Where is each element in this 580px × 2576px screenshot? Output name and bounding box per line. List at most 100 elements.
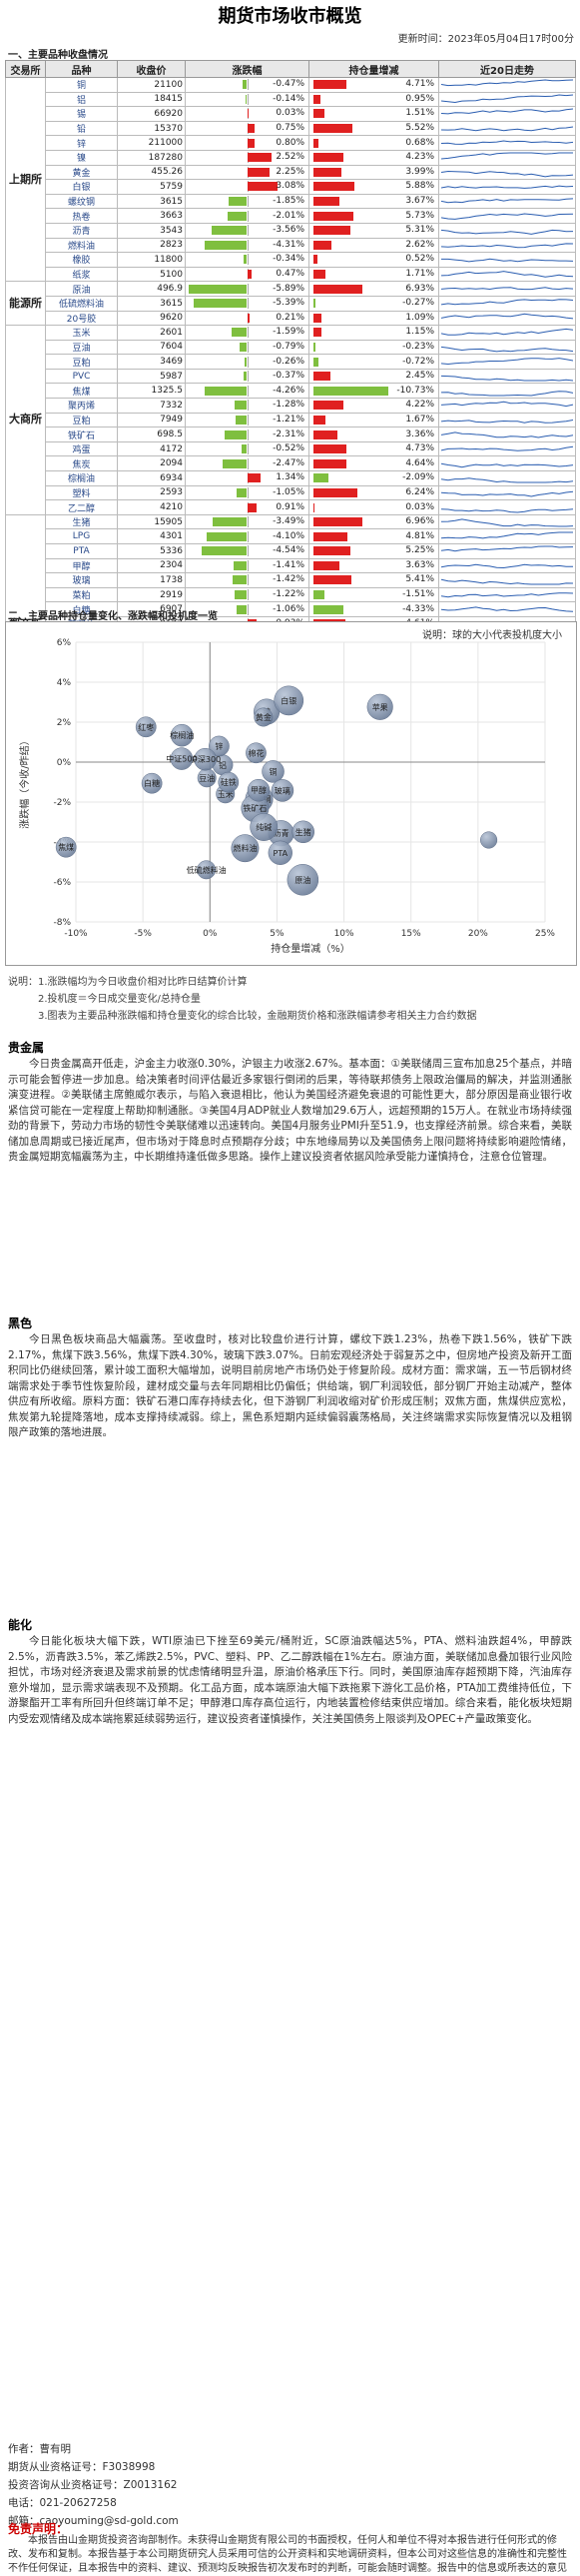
- y-tick-label: 2%: [57, 718, 72, 728]
- bubble-label: 棕榈油: [170, 730, 194, 740]
- table-row: 沥青 3543 -3.56% 5.31%: [6, 222, 576, 239]
- product-name-cell[interactable]: 铝: [45, 91, 118, 108]
- oi-change-value: 2.62%: [405, 239, 434, 250]
- product-name-cell[interactable]: 鸡蛋: [45, 440, 118, 457]
- change-value: 3.08%: [276, 181, 304, 192]
- change-bar: -1.05%: [188, 486, 306, 498]
- oi-change-cell: 6.96%: [308, 513, 439, 530]
- oi-change-bar: 1.09%: [311, 313, 436, 324]
- oi-change-bar: 1.51%: [311, 108, 436, 119]
- close-price-cell: 4301: [117, 528, 186, 544]
- product-name-cell[interactable]: 豆油: [45, 339, 118, 356]
- oi-change-cell: -0.23%: [308, 339, 439, 356]
- product-name-cell[interactable]: 菜粕: [45, 586, 118, 603]
- trend-cell: [438, 412, 576, 429]
- change-bar: -2.47%: [188, 457, 306, 469]
- trend-cell: [438, 572, 576, 588]
- product-name-cell[interactable]: 黄金: [45, 164, 118, 181]
- change-bar: -3.49%: [188, 516, 306, 528]
- trend-line: [441, 170, 573, 178]
- oi-change-value: 4.64%: [405, 457, 434, 468]
- product-name-cell[interactable]: 锡: [45, 106, 118, 122]
- product-name-cell[interactable]: 铁矿石: [45, 427, 118, 442]
- oi-change-bar: 1.71%: [311, 269, 436, 280]
- change-bar: -2.31%: [188, 429, 306, 440]
- product-name-cell[interactable]: 锌: [45, 135, 118, 151]
- product-name-cell[interactable]: 焦炭: [45, 455, 118, 472]
- product-name-cell[interactable]: 纸浆: [45, 266, 118, 283]
- product-name-cell[interactable]: 生猪: [45, 513, 118, 530]
- bubble-point: [55, 836, 77, 858]
- trend-cell: [438, 513, 576, 530]
- oi-change-bar: 5.73%: [311, 211, 436, 222]
- change-value: 0.47%: [276, 269, 304, 280]
- oi-change-bar: 5.88%: [311, 181, 436, 192]
- product-name-cell[interactable]: 塑料: [45, 484, 118, 501]
- change-bar-axis: [247, 603, 249, 615]
- product-name-cell[interactable]: 低硫燃料油: [45, 295, 118, 312]
- bubble-label: 苹果: [372, 702, 388, 712]
- change-bar: -0.34%: [188, 254, 306, 266]
- chart-note: 说明：球的大小代表投机度大小: [422, 630, 562, 641]
- x-tick-label: 20%: [468, 929, 488, 939]
- product-name-cell[interactable]: 20号胶: [45, 310, 118, 327]
- product-name-cell[interactable]: 焦煤: [45, 383, 118, 400]
- change-bar-fill: [242, 80, 248, 90]
- product-name-cell[interactable]: 乙二醇: [45, 499, 118, 515]
- product-name-cell[interactable]: 豆粕: [45, 354, 118, 370]
- product-name-cell[interactable]: LPG: [45, 528, 118, 544]
- product-name-cell[interactable]: 铅: [45, 120, 118, 137]
- close-price-cell: 3543: [117, 222, 186, 239]
- oi-change-fill: [313, 255, 317, 265]
- product-name-cell[interactable]: 燃料油: [45, 237, 118, 254]
- trend-sparkline: [441, 213, 573, 220]
- x-tick-label: 15%: [401, 929, 421, 939]
- product-name-cell[interactable]: PVC: [45, 368, 118, 385]
- oi-change-value: -2.09%: [402, 472, 434, 483]
- oi-change-cell: 0.52%: [308, 252, 439, 268]
- change-bar-axis: [247, 486, 249, 498]
- change-cell: -3.49%: [185, 513, 309, 530]
- table-row: 螺纹钢 3615 -1.85% 3.67%: [6, 193, 576, 210]
- product-name-cell[interactable]: 原油: [45, 281, 118, 297]
- oi-change-value: 5.31%: [405, 225, 434, 236]
- trend-cell: [438, 470, 576, 486]
- oi-change-value: -0.72%: [402, 356, 434, 367]
- trend-sparkline: [441, 531, 573, 539]
- bubble-label: 棉花: [248, 748, 264, 758]
- oi-change-bar: 2.45%: [311, 371, 436, 382]
- bubble-label: 铁矿石: [243, 803, 267, 813]
- product-name-cell[interactable]: 螺纹钢: [45, 193, 118, 210]
- product-name-cell[interactable]: 玻璃: [45, 572, 118, 588]
- table-row: 鸡蛋 4172 -0.52% 4.73%: [6, 440, 576, 457]
- oi-change-value: 3.99%: [405, 166, 434, 177]
- oi-change-value: 2.45%: [405, 371, 434, 382]
- product-name-cell[interactable]: 镍: [45, 149, 118, 166]
- change-bar: 0.03%: [188, 108, 306, 120]
- product-name-cell[interactable]: 玉米: [45, 325, 118, 341]
- oi-change-fill: [313, 182, 355, 192]
- product-name-cell[interactable]: 棕榈油: [45, 470, 118, 486]
- trend-cell: [438, 543, 576, 559]
- product-name-cell[interactable]: 聚丙烯: [45, 398, 118, 414]
- change-bar: -1.28%: [188, 400, 306, 412]
- oi-change-cell: 2.62%: [308, 237, 439, 254]
- trend-sparkline: [441, 507, 573, 513]
- change-bar: -1.59%: [188, 327, 306, 339]
- x-tick-label: -10%: [64, 929, 88, 939]
- product-name-cell[interactable]: 沥青: [45, 222, 118, 239]
- product-name-cell[interactable]: 铜: [45, 77, 118, 93]
- change-bar: -0.37%: [188, 371, 306, 383]
- change-bar: -0.26%: [188, 356, 306, 368]
- change-bar-fill: [233, 575, 248, 585]
- product-name-cell[interactable]: 豆粕: [45, 412, 118, 429]
- bubble-point: [480, 831, 498, 849]
- product-name-cell[interactable]: 橡胶: [45, 252, 118, 268]
- change-value: -4.26%: [273, 385, 304, 396]
- product-name-cell[interactable]: 甲醇: [45, 557, 118, 574]
- product-name-cell[interactable]: PTA: [45, 543, 118, 559]
- product-name-cell[interactable]: 白银: [45, 179, 118, 195]
- exchange-cell: 上期所: [5, 76, 46, 283]
- product-name-cell[interactable]: 热卷: [45, 208, 118, 224]
- author-name: 作者：曹有明: [8, 2443, 71, 2455]
